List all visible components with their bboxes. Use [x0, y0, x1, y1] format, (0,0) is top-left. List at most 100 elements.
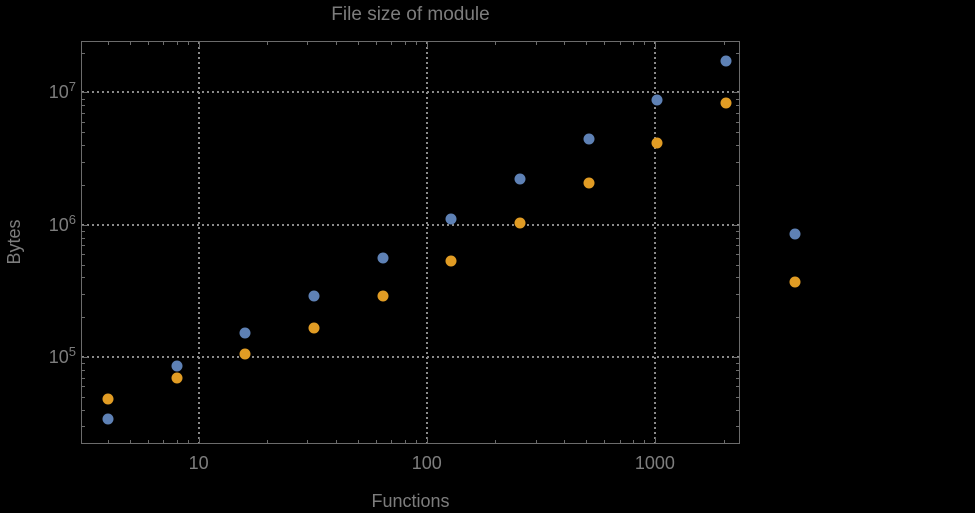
x-tick-label: 10 [188, 453, 209, 473]
x-axis-tick-top [188, 42, 189, 45]
x-axis-tick [724, 440, 725, 443]
series-blue-point-x4 [102, 413, 114, 425]
x-axis-tick [620, 440, 621, 443]
series-blue-point-x16 [239, 327, 251, 339]
series-orange-point-x4 [102, 393, 114, 405]
x-gridline [197, 42, 200, 443]
y-axis-tick [82, 92, 88, 93]
x-axis-tick-top [416, 42, 417, 45]
y-axis-tick [82, 231, 85, 232]
y-axis-tick [82, 378, 85, 379]
series-orange-point-x32 [308, 322, 320, 334]
series-blue-point-x8 [171, 360, 183, 372]
series-blue-point-x512 [583, 133, 595, 145]
y-axis-tick [82, 363, 85, 364]
y-axis-tick-right [736, 113, 739, 114]
x-axis-tick-top [620, 42, 621, 45]
x-tick-label: 100 [411, 453, 442, 473]
x-axis-tick-top [724, 42, 725, 45]
x-axis-tick [130, 440, 131, 443]
x-axis-tick [391, 440, 392, 443]
x-gridline [425, 42, 428, 443]
x-axis-tick [644, 440, 645, 443]
y-axis-tick [82, 245, 85, 246]
y-axis-tick [82, 254, 85, 255]
y-axis-tick-right [736, 363, 739, 364]
y-axis-tick-right [736, 294, 739, 295]
x-axis-tick [427, 437, 428, 443]
x-axis-tick [536, 440, 537, 443]
x-axis-tick [405, 440, 406, 443]
x-axis-tick [199, 437, 200, 443]
x-axis-tick-top [633, 42, 634, 45]
series-orange-point-x128 [445, 255, 457, 267]
y-tick-exponent: 7 [68, 79, 76, 95]
y-axis-tick [82, 410, 85, 411]
x-axis-tick [604, 440, 605, 443]
y-axis-tick-right [736, 254, 739, 255]
y-axis-tick-right [736, 386, 739, 387]
y-gridline [82, 223, 739, 226]
x-axis-tick [108, 440, 109, 443]
y-axis-tick-right [736, 231, 739, 232]
x-axis-label: Functions [371, 491, 450, 511]
x-axis-tick [177, 440, 178, 443]
x-axis-tick [586, 440, 587, 443]
x-axis-tick-top [130, 42, 131, 45]
x-axis-tick-top [376, 42, 377, 45]
y-axis-tick-right [736, 378, 739, 379]
y-tick-mantissa: 10 [48, 82, 69, 103]
x-axis-tick [416, 440, 417, 443]
series-orange-point-x2048 [720, 97, 732, 109]
series-blue-point-x2048 [720, 55, 732, 67]
x-axis-tick [358, 440, 359, 443]
y-gridline [82, 91, 739, 94]
series-orange-point-x64 [377, 290, 389, 302]
series-orange-point-x256 [514, 217, 526, 229]
y-axis-tick-right [736, 162, 739, 163]
y-axis-tick [82, 113, 85, 114]
y-axis-tick-right [736, 370, 739, 371]
y-axis-tick-right [736, 397, 739, 398]
y-axis-tick-right [733, 92, 739, 93]
y-tick-mantissa: 10 [48, 347, 69, 368]
y-axis-tick-right [736, 265, 739, 266]
y-axis-tick-right [736, 53, 739, 54]
y-axis-tick [82, 277, 85, 278]
x-axis-tick [307, 440, 308, 443]
x-axis-tick [655, 437, 656, 443]
y-axis-tick [82, 317, 85, 318]
x-tick-label: 1000 [634, 453, 675, 473]
y-tick-label: 105 [48, 345, 76, 368]
x-axis-tick [163, 440, 164, 443]
x-axis-tick-top [586, 42, 587, 45]
series-orange-point-x1024 [651, 137, 663, 149]
series-orange-point-x4096 [789, 276, 801, 288]
x-axis-tick-top [564, 42, 565, 45]
x-axis-tick-top [307, 42, 308, 45]
y-axis-tick [82, 132, 85, 133]
y-axis-tick [82, 99, 85, 100]
x-axis-tick-top [108, 42, 109, 45]
series-orange-point-x16 [239, 348, 251, 360]
y-axis-tick [82, 357, 88, 358]
x-axis-tick [376, 440, 377, 443]
series-blue-point-x4096 [789, 228, 801, 240]
plot-title: File size of module [331, 4, 490, 25]
y-axis-tick [82, 294, 85, 295]
y-axis-tick [82, 426, 85, 427]
y-tick-label: 107 [48, 79, 76, 103]
series-blue-point-x128 [445, 213, 457, 225]
y-axis-tick-right [736, 238, 739, 239]
series-orange-point-x512 [583, 177, 595, 189]
y-axis-tick-right [736, 105, 739, 106]
x-axis-tick [633, 440, 634, 443]
y-tick-exponent: 6 [68, 211, 76, 227]
y-axis-tick-right [736, 122, 739, 123]
y-axis-tick-right [736, 185, 739, 186]
y-axis-tick [82, 105, 85, 106]
y-axis-tick [82, 370, 85, 371]
x-axis-tick-top [644, 42, 645, 45]
x-axis-tick-top [177, 42, 178, 45]
